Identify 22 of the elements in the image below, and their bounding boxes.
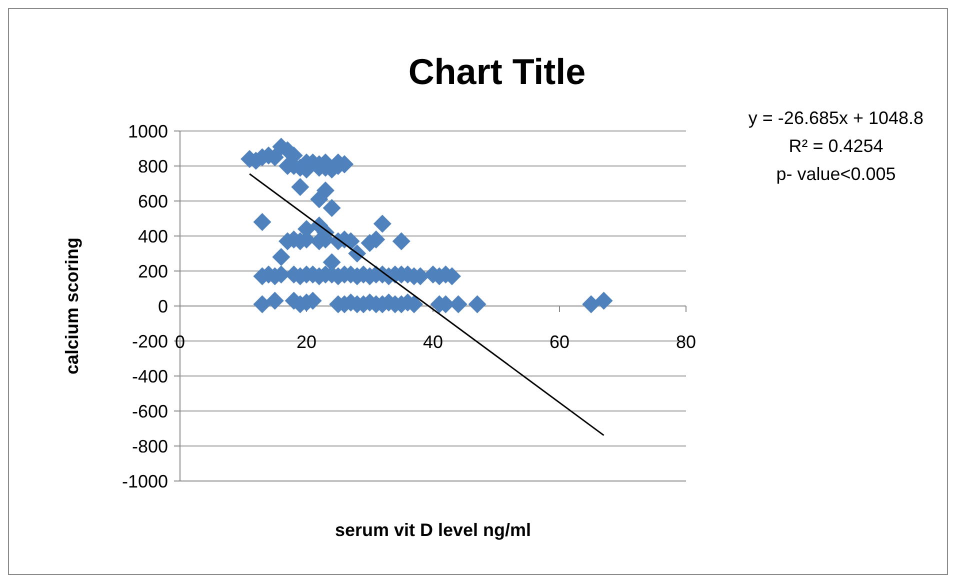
y-tick-label: -600 <box>132 401 168 422</box>
y-tick-label: 400 <box>138 226 168 246</box>
x-tick-label: 60 <box>549 332 570 352</box>
y-tick-label: 600 <box>138 191 168 212</box>
y-tick-label: 1000 <box>128 121 168 142</box>
text: R² = 0.4254 <box>788 136 884 156</box>
y-tick-label: 200 <box>138 261 168 282</box>
x-tick-label: 0 <box>174 332 186 352</box>
x-tick-label: 40 <box>422 332 444 352</box>
x-axis-title: serum vit D level ng/ml <box>334 520 532 540</box>
y-tick-label: 0 <box>158 296 168 316</box>
y-tick-label: -800 <box>132 436 168 456</box>
y-tick-label: 800 <box>138 156 168 176</box>
y-tick-label: -400 <box>132 366 168 386</box>
y-axis-title: calcium scoring <box>62 237 82 375</box>
text: p- value<0.005 <box>776 164 896 184</box>
chart-title: Chart Title <box>408 51 586 92</box>
x-tick-label: 20 <box>296 332 317 352</box>
x-tick-label: 80 <box>676 332 696 352</box>
y-tick-label: -200 <box>132 331 168 352</box>
text: y = -26.685x + 1048.8 <box>748 108 924 128</box>
y-tick-label: -1000 <box>122 471 168 492</box>
